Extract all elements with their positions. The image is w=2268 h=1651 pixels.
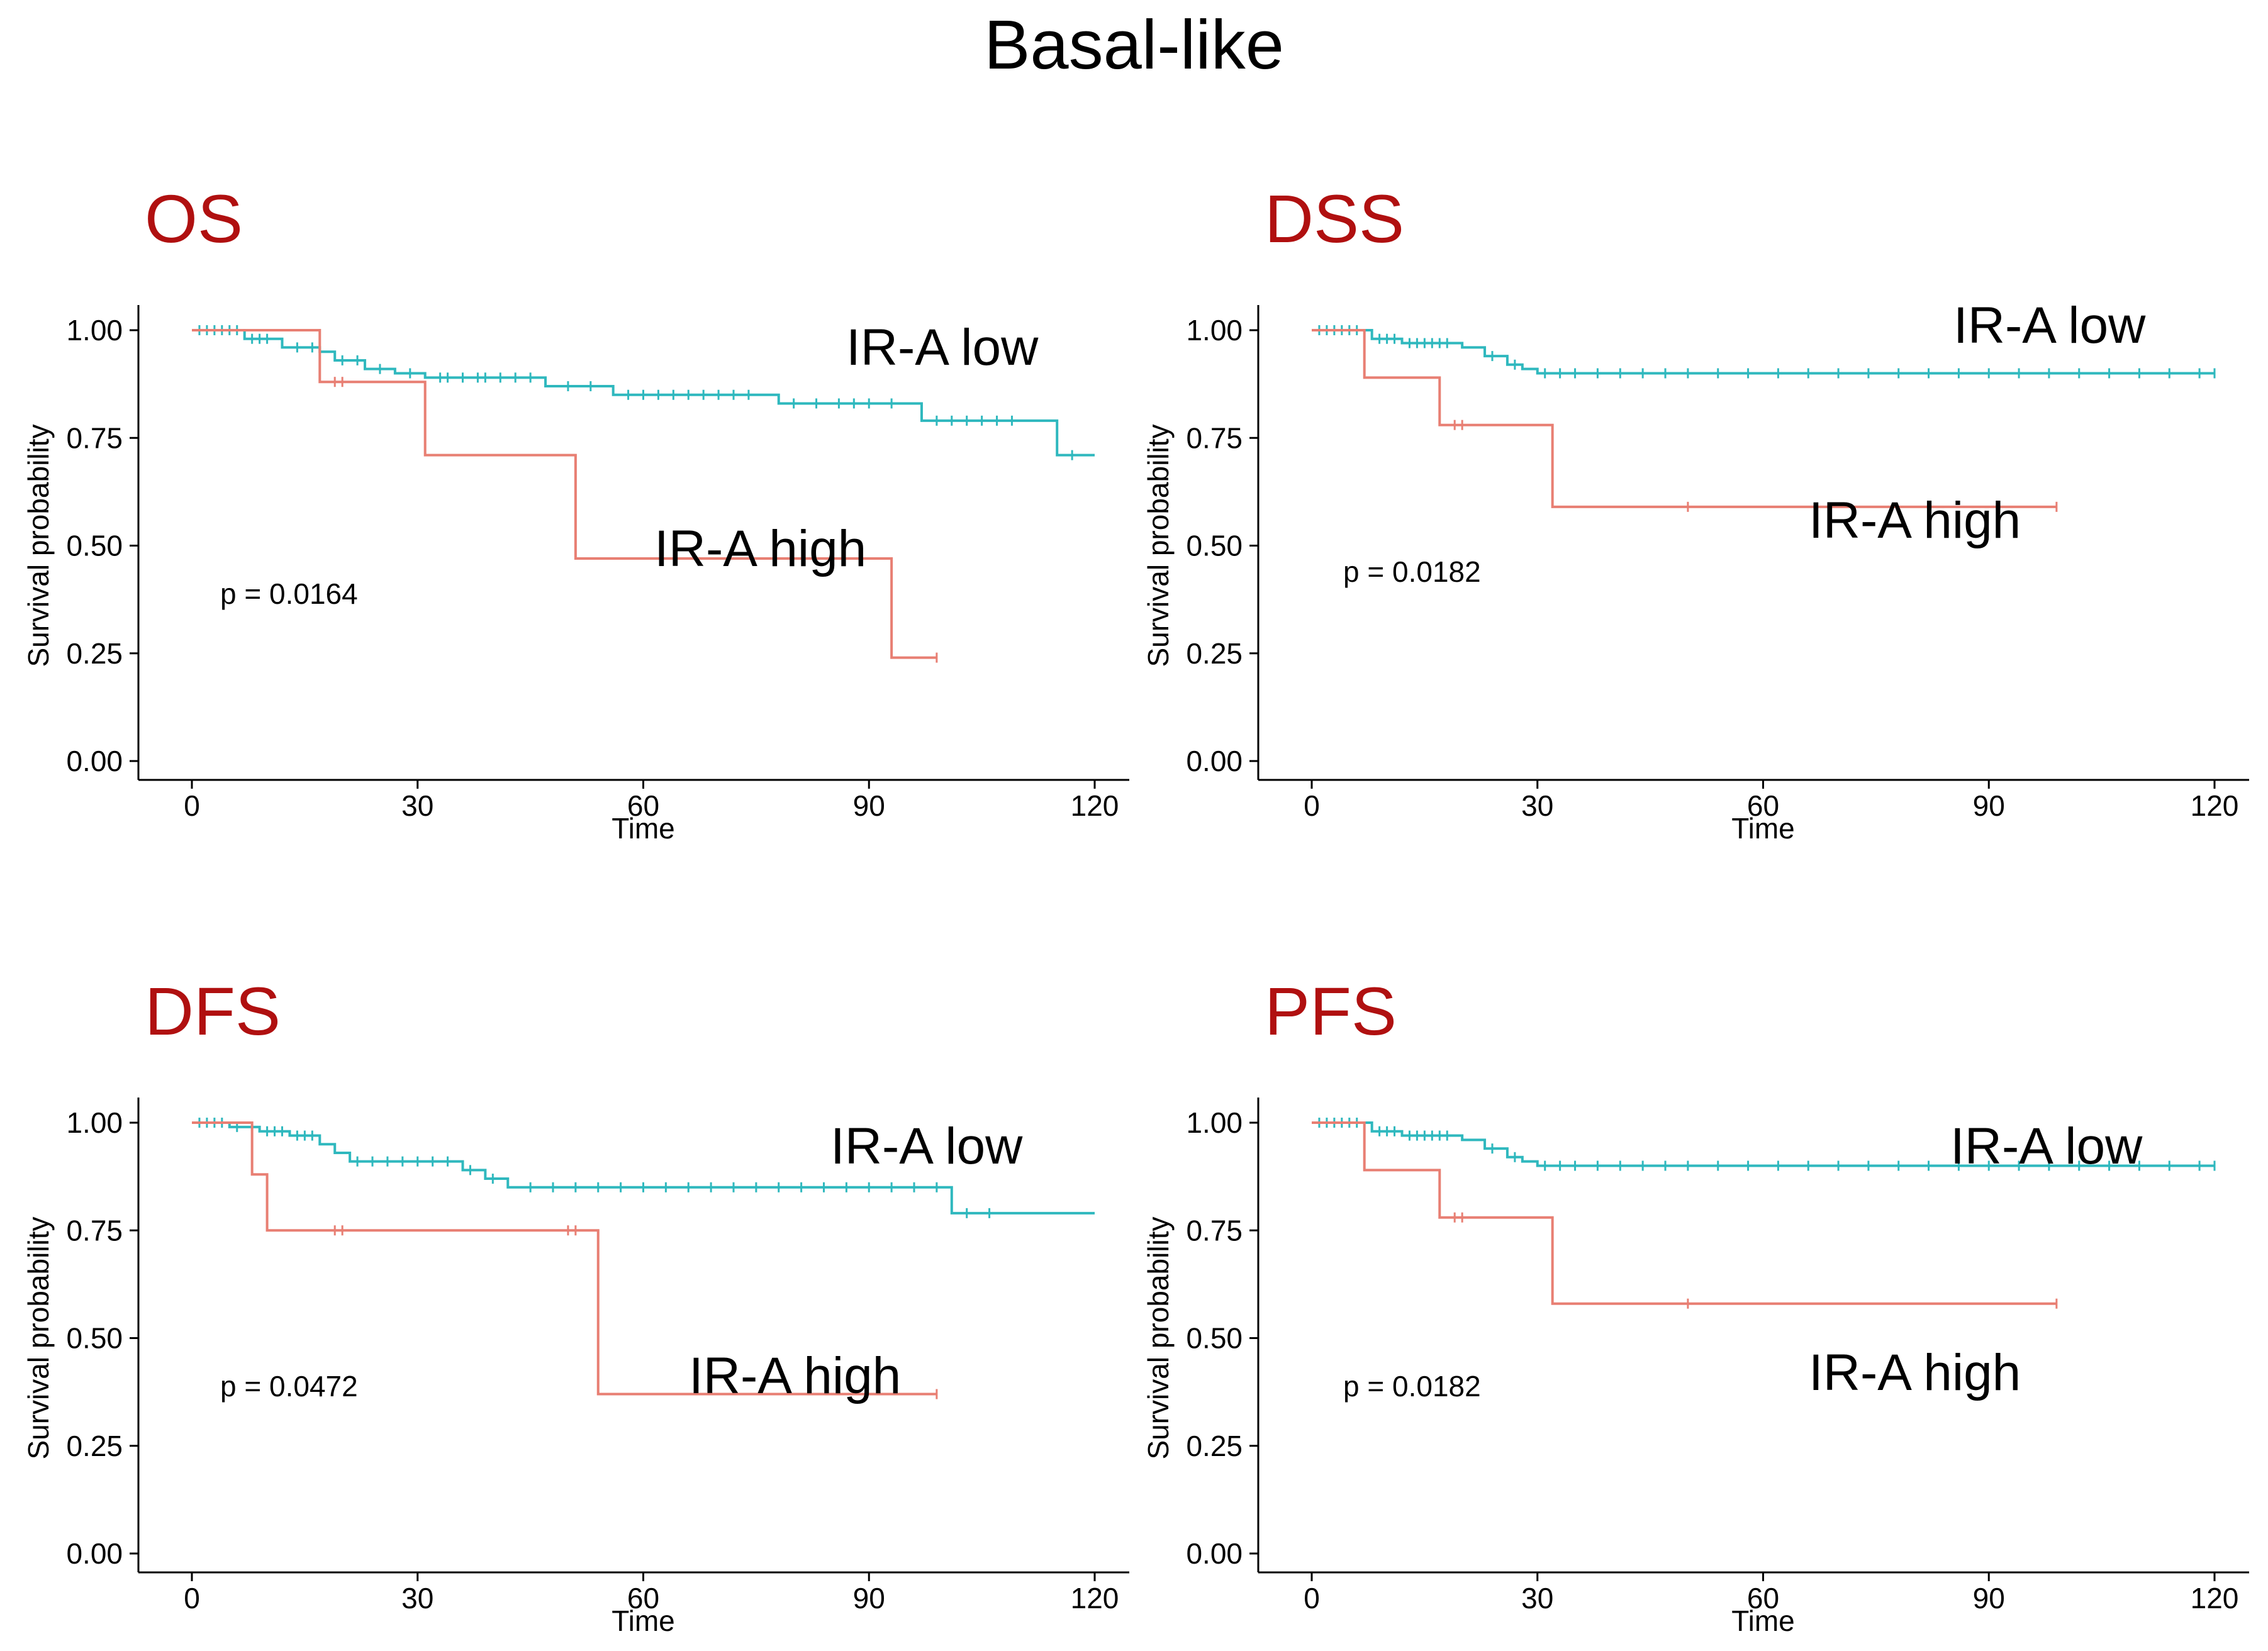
x-axis-label: Time xyxy=(612,1604,675,1637)
x-tick-label: 30 xyxy=(1521,789,1553,822)
series-line-high xyxy=(192,329,937,659)
x-tick-label: 30 xyxy=(401,789,433,822)
y-tick-label: 0.75 xyxy=(1186,1214,1243,1247)
y-tick-label: 0.75 xyxy=(66,421,123,454)
panel-title-pfs: PFS xyxy=(1265,973,1397,1049)
x-tick-label: 0 xyxy=(1304,789,1320,822)
x-tick-label: 0 xyxy=(1304,1582,1320,1615)
p-value: p = 0.0472 xyxy=(220,1370,358,1403)
x-tick-label: 90 xyxy=(1973,789,2005,822)
series-label-high: IR-A high xyxy=(689,1347,901,1404)
x-tick-label: 0 xyxy=(184,789,200,822)
series-label-low: IR-A low xyxy=(1953,297,2146,354)
y-axis-label: Survival probability xyxy=(22,424,55,667)
y-tick-label: 0.25 xyxy=(1186,1430,1243,1462)
y-tick-label: 0.50 xyxy=(66,530,123,562)
series-label-high: IR-A high xyxy=(1809,492,2021,549)
series-label-low: IR-A low xyxy=(1950,1118,2143,1175)
y-tick-label: 0.25 xyxy=(66,1430,123,1462)
y-tick-label: 0.25 xyxy=(66,637,123,670)
y-tick-label: 1.00 xyxy=(1186,1106,1243,1139)
series-line-low xyxy=(192,1121,1095,1215)
x-tick-label: 90 xyxy=(853,789,885,822)
p-value: p = 0.0182 xyxy=(1343,1370,1481,1403)
x-tick-label: 60 xyxy=(627,789,659,822)
dfs-chart: 0.000.250.500.751.000 30 60 90 120TimeSurviv… xyxy=(22,1098,1129,1637)
panel-title-dss: DSS xyxy=(1265,181,1405,257)
x-tick-label: 120 xyxy=(1071,789,1119,822)
y-tick-label: 1.00 xyxy=(66,1106,123,1139)
y-tick-label: 0.00 xyxy=(66,745,123,777)
series-label-high: IR-A high xyxy=(654,520,866,577)
y-tick-label: 0.00 xyxy=(1186,1537,1243,1570)
y-tick-label: 0.00 xyxy=(66,1537,123,1570)
x-tick-label: 120 xyxy=(2191,1582,2239,1615)
x-tick-label: 0 xyxy=(184,1582,200,1615)
y-tick-label: 0.00 xyxy=(1186,745,1243,777)
x-tick-label: 90 xyxy=(853,1582,885,1615)
x-axis-label: Time xyxy=(1731,812,1795,845)
x-tick-label: 30 xyxy=(1521,1582,1553,1615)
figure-title: Basal-like xyxy=(984,6,1284,84)
series-label-low: IR-A low xyxy=(830,1118,1023,1175)
y-axis-label: Survival probability xyxy=(1142,424,1175,667)
x-axis-label: Time xyxy=(612,812,675,845)
p-value: p = 0.0164 xyxy=(220,577,358,610)
series-label-high: IR-A high xyxy=(1809,1344,2021,1401)
y-tick-label: 0.75 xyxy=(66,1214,123,1247)
panel-title-os: OS xyxy=(145,181,243,257)
panel-title-dfs: DFS xyxy=(145,973,281,1049)
x-tick-label: 120 xyxy=(1071,1582,1119,1615)
y-tick-label: 0.25 xyxy=(1186,637,1243,670)
x-tick-label: 90 xyxy=(1973,1582,2005,1615)
y-tick-label: 0.50 xyxy=(66,1322,123,1355)
y-tick-label: 0.50 xyxy=(1186,530,1243,562)
x-tick-label: 120 xyxy=(2191,789,2239,822)
y-axis-label: Survival probability xyxy=(1142,1216,1175,1459)
x-axis-label: Time xyxy=(1731,1604,1795,1637)
pfs-panel: PFS 0.00 0.25 0.50 0.75 1.00 0 30 60 90 120 Time Su… xyxy=(1129,972,2249,1651)
y-axis-label: Survival probability xyxy=(22,1216,55,1459)
y-tick-label: 1.00 xyxy=(1186,314,1243,347)
y-tick-label: 0.75 xyxy=(1186,421,1243,454)
dfs-panel: DFS 0.00 0.25 0.50 0.75 1.00 0 30 60 90 120 Time Su… xyxy=(9,972,1129,1651)
os-chart: 0.00 0.25 0.50 0.75 1.00 0 30 60 90 120 Time Surviv… xyxy=(22,305,1129,845)
dss-chart: 0.00 0.25 0.50 0.75 1.00 0 30 60 90 120 Time Surviv… xyxy=(1142,297,2249,845)
series-line-high xyxy=(192,1121,937,1396)
series-line-high xyxy=(1312,329,2057,508)
p-value: p = 0.0182 xyxy=(1343,555,1481,588)
y-tick-label: 1.00 xyxy=(66,314,123,347)
pfs-chart: 0.000.250.500.751.000 30 60 90 120TimeSurviv… xyxy=(1142,1098,2249,1637)
series-label-low: IR-A low xyxy=(846,319,1039,376)
os-panel: OS 0.00 0.25 0.50 0.75 1.00 0 30 60 90 120 Time Sur… xyxy=(9,179,1129,859)
dss-panel: DSS 0.00 0.25 0.50 0.75 1.00 0 30 60 90 120 Time Su… xyxy=(1129,179,2249,859)
series-line-high xyxy=(1312,1121,2057,1305)
y-tick-label: 0.50 xyxy=(1186,1322,1243,1355)
x-tick-label: 60 xyxy=(1747,789,1779,822)
x-tick-label: 30 xyxy=(401,1582,433,1615)
